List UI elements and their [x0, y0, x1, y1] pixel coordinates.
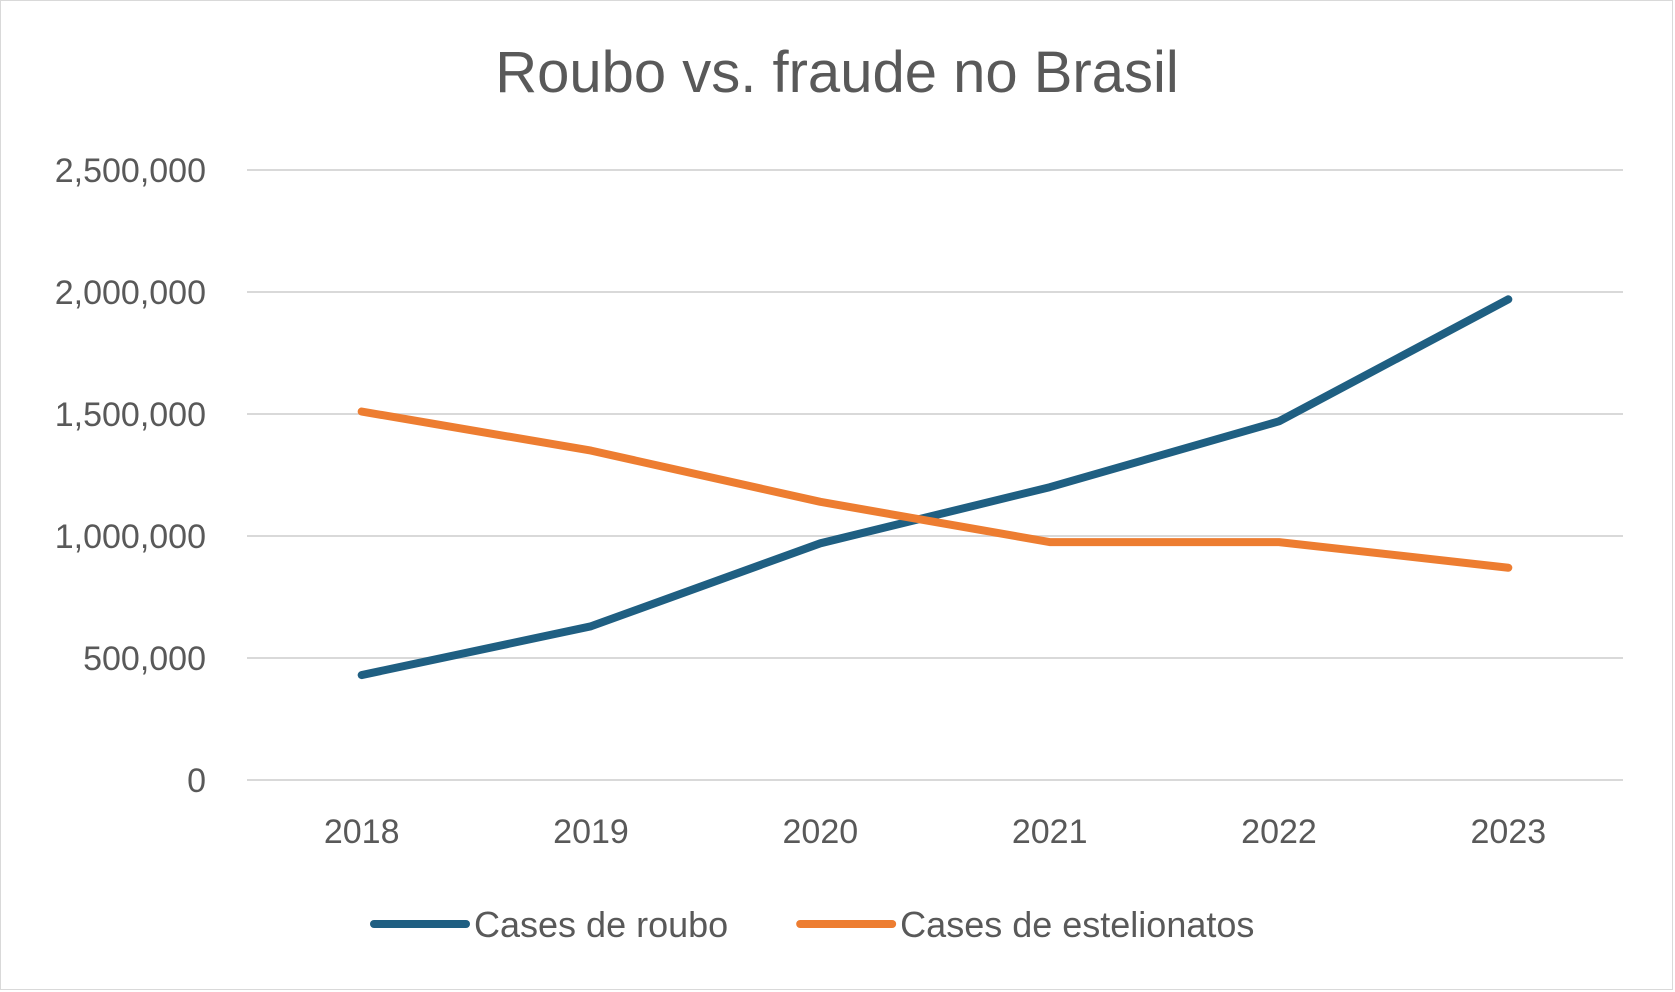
x-tick-label: 2021: [1012, 813, 1088, 851]
legend-item-1: Cases de estelionatos: [796, 904, 1254, 945]
y-tick-label: 2,500,000: [55, 152, 206, 190]
y-tick-label: 0: [187, 762, 206, 800]
legend-label: Cases de estelionatos: [900, 904, 1254, 945]
x-tick-label: 2022: [1241, 813, 1317, 851]
y-tick-label: 2,000,000: [55, 274, 206, 312]
series-line-1: [357, 407, 1513, 572]
y-axis-ticks: 0 500,000 1,000,000 1,500,000 2,000,000 2,500…: [55, 152, 206, 800]
series-lines: [357, 295, 1513, 680]
legend-item-0: Cases de roubo: [370, 904, 728, 945]
y-tick-label: 1,500,000: [55, 396, 206, 434]
x-tick-label: 2018: [324, 813, 400, 851]
legend: Cases de roubo Cases de estelionatos: [370, 904, 1254, 945]
legend-label: Cases de roubo: [474, 904, 728, 945]
y-tick-label: 1,000,000: [55, 518, 206, 556]
series-line-0: [357, 295, 1513, 680]
y-tick-label: 500,000: [83, 640, 206, 678]
gridlines: [247, 169, 1623, 781]
x-axis-ticks: 2018 2019 2020 2021 2022 2023: [324, 813, 1546, 851]
x-tick-label: 2020: [783, 813, 859, 851]
chart-title: Roubo vs. fraude no Brasil: [495, 40, 1178, 105]
x-tick-label: 2019: [553, 813, 629, 851]
x-tick-label: 2023: [1471, 813, 1547, 851]
